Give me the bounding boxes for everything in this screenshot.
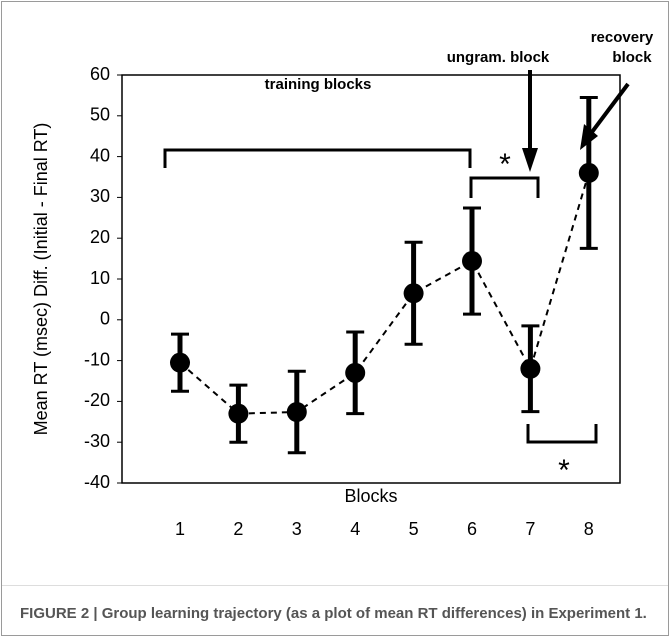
arrow-head [522,148,538,172]
marker [403,283,424,304]
y-tick-label: 20 [90,227,110,247]
marker [462,251,482,272]
annotation: * [558,454,570,487]
arrow [590,82,630,134]
x-axis-label: Blocks [344,486,397,506]
y-tick-label: 60 [90,64,110,84]
x-tick-label: 8 [584,519,594,539]
bracket [526,424,598,444]
caption: FIGURE 2 | Group learning trajectory (as… [20,605,647,622]
plot-frame [121,74,621,484]
marker [578,162,599,183]
x-tick-label: 5 [409,519,419,539]
y-tick-label: -40 [84,472,110,492]
bracket [163,148,472,168]
annotation: block [612,49,652,66]
y-axis-label: Mean RT (msec) Diff. (Initial - Final RT… [31,123,51,436]
annotation: training blocks [265,76,372,93]
y-tick-label: -30 [84,431,110,451]
annotation: recovery [591,29,654,46]
y-tick-label: 10 [90,268,110,288]
bracket [469,176,540,198]
y-tick-label: 50 [90,105,110,125]
x-tick-label: 3 [292,519,302,539]
x-tick-label: 4 [350,519,360,539]
annotation: ungram. block [447,49,550,66]
y-tick-label: 0 [100,309,110,329]
chart: Mean RT (msec) Diff. (Initial - Final RT… [31,29,654,539]
y-tick-label: -20 [84,390,110,410]
x-tick-label: 1 [175,519,185,539]
line [179,172,590,415]
x-tick-label: 7 [525,519,535,539]
annotation: * [499,148,511,181]
y-tick-label: 30 [90,186,110,206]
x-tick-label: 6 [467,519,477,539]
x-tick-label: 2 [233,519,243,539]
separator [2,585,668,586]
marker [345,362,366,383]
marker [286,402,307,423]
marker [170,352,190,373]
y-tick-label: 40 [90,145,110,165]
y-tick-label: -10 [84,349,110,369]
marker [520,358,541,379]
marker [228,403,249,424]
